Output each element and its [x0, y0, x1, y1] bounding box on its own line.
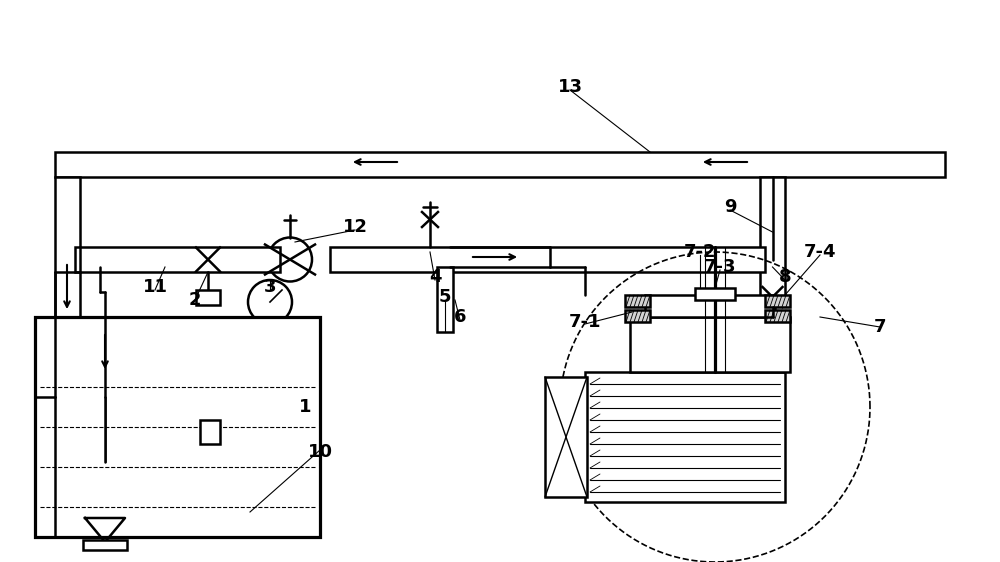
Circle shape [763, 250, 782, 270]
Circle shape [77, 462, 133, 518]
Circle shape [248, 280, 292, 324]
Text: 5: 5 [439, 288, 451, 306]
Bar [760, 177, 785, 297]
Bar [765, 295, 790, 307]
Text: 11: 11 [143, 278, 168, 296]
Bar [75, 247, 280, 272]
Bar [765, 310, 790, 322]
Text: 7-3: 7-3 [704, 258, 736, 276]
Text: 7-2: 7-2 [684, 243, 716, 261]
Bar [55, 152, 945, 177]
Text: 7-4: 7-4 [804, 243, 836, 261]
Bar [585, 372, 785, 502]
Text: 12: 12 [342, 218, 368, 236]
Bar [196, 289, 220, 305]
Bar [35, 317, 320, 537]
Bar [545, 377, 587, 497]
Text: 7: 7 [874, 318, 886, 336]
Text: 10: 10 [308, 443, 332, 461]
Text: 13: 13 [558, 78, 582, 96]
Text: 3: 3 [264, 278, 276, 296]
Bar [645, 295, 775, 317]
Circle shape [453, 251, 471, 269]
Bar [695, 288, 735, 300]
Bar [625, 295, 650, 307]
Text: 4: 4 [429, 268, 441, 286]
Bar [55, 177, 80, 397]
Bar [630, 317, 790, 372]
Text: 1: 1 [299, 398, 311, 416]
Circle shape [439, 294, 451, 306]
Text: 6: 6 [454, 308, 466, 326]
Text: 9: 9 [724, 198, 736, 216]
Bar [83, 540, 127, 550]
Bar [625, 310, 650, 322]
Text: 7-1: 7-1 [569, 313, 601, 331]
Text: 2: 2 [189, 291, 201, 309]
Text: 8: 8 [779, 268, 791, 286]
Bar [437, 267, 453, 332]
Bar [330, 247, 765, 272]
Bar [200, 420, 220, 444]
Circle shape [529, 251, 547, 269]
